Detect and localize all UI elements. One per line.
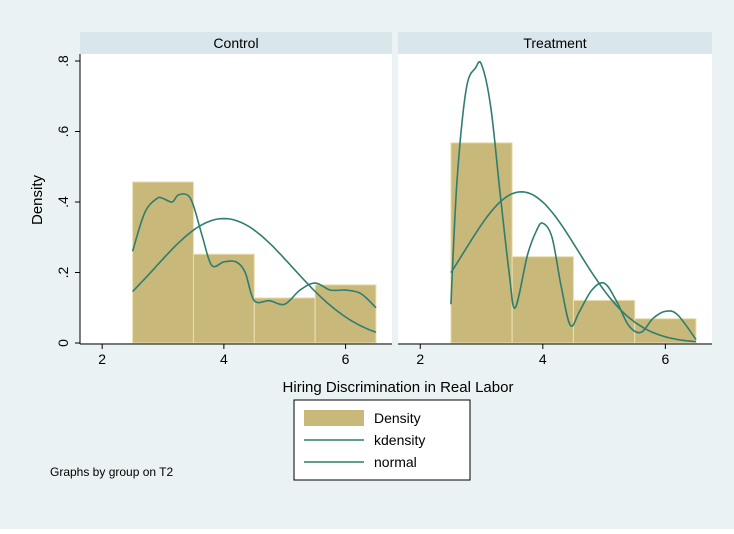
- histogram-bar: [253, 297, 316, 344]
- panel-strip: [398, 32, 712, 54]
- x-tick-label: 4: [539, 351, 547, 367]
- x-tick-label: 4: [220, 351, 228, 367]
- panel-control: Control 2 4 6 0 .2 .4 .6 .8: [55, 32, 392, 367]
- x-axis-label: Hiring Discrimination in Real Labor: [283, 379, 514, 396]
- normal-curve: [132, 217, 377, 333]
- kdensity-curve: [450, 60, 697, 340]
- histogram-bar: [132, 181, 194, 344]
- histogram-bars: [132, 181, 377, 344]
- chart-panels: Control 2 4 6 0 .2 .4 .6 .8 Treatment 2 4 6: [55, 32, 712, 367]
- y-tick-label: .4: [55, 196, 71, 208]
- legend-label: normal: [374, 454, 417, 470]
- x-tick-label: 2: [416, 351, 424, 367]
- histogram-bar: [450, 142, 513, 344]
- histogram-bars: [450, 142, 697, 344]
- histogram-bar: [192, 253, 255, 344]
- kdensity-curve: [131, 193, 377, 309]
- panel-title: Treatment: [523, 35, 586, 51]
- legend-label: kdensity: [374, 432, 425, 448]
- panel-treatment: Treatment 2 4 6: [398, 32, 712, 367]
- x-tick-label: 6: [661, 351, 669, 367]
- panel-title: Control: [213, 35, 258, 51]
- panel-strip: [80, 32, 392, 54]
- chart-legend: Density kdensity normal: [293, 399, 471, 481]
- x-tick-label: 6: [342, 351, 350, 367]
- histogram-bar: [634, 318, 697, 344]
- histogram-bar: [572, 299, 636, 344]
- y-tick-label: 0: [55, 339, 71, 347]
- y-tick-label: .8: [55, 55, 71, 67]
- y-tick-label: .2: [55, 266, 71, 278]
- legend-swatch-bar: [304, 410, 364, 426]
- graph-note: Graphs by group on T2: [50, 465, 174, 479]
- normal-curve: [450, 190, 697, 343]
- legend-label: Density: [374, 410, 421, 426]
- y-tick-label: .6: [55, 125, 71, 137]
- y-axis-label: Density: [29, 174, 46, 225]
- x-tick-label: 2: [98, 351, 106, 367]
- histogram-bar: [314, 284, 377, 344]
